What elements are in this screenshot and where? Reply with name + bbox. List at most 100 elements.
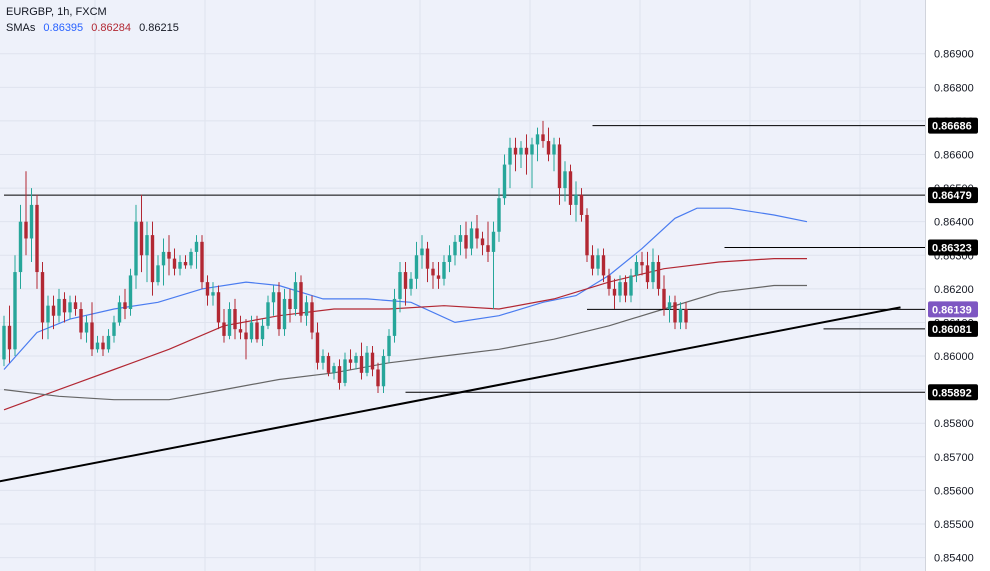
candle-body <box>161 251 166 266</box>
candle-body <box>458 235 463 242</box>
candle-body <box>376 369 380 387</box>
candle-body <box>117 302 122 323</box>
candle-body <box>90 322 94 350</box>
candle-body <box>260 325 265 340</box>
candle-body <box>200 241 204 283</box>
candle-body <box>343 359 347 383</box>
candle-body <box>678 309 683 323</box>
candle-body <box>211 292 215 296</box>
candle-body <box>51 305 56 316</box>
candle-body <box>321 356 325 363</box>
candle-body <box>271 292 276 303</box>
candle-body <box>145 235 149 256</box>
legend-sma-line: SMAs 0.86395 0.86284 0.86215 <box>6 20 184 36</box>
candle-body <box>95 342 100 350</box>
price-tick-label: 0.86000 <box>934 351 974 363</box>
price-label-text: 0.86081 <box>932 324 972 336</box>
candle-body <box>172 258 177 269</box>
price-label-text: 0.86686 <box>932 121 972 133</box>
candle-body <box>453 241 457 256</box>
candle-body <box>436 275 441 279</box>
candle-body <box>84 322 89 333</box>
price-label-text: 0.86323 <box>932 243 972 255</box>
symbol-name[interactable]: EURGBP <box>6 6 52 18</box>
candle-body <box>57 298 61 316</box>
candle-body <box>623 282 628 296</box>
ascending-trendline[interactable] <box>0 306 901 483</box>
price-tick-label: 0.85700 <box>934 452 974 464</box>
price-tick-label: 0.85800 <box>934 418 974 430</box>
candle-body <box>139 221 144 256</box>
candle-body <box>530 144 534 155</box>
candle-body <box>332 366 336 373</box>
candle-body <box>508 147 512 165</box>
candle-body <box>73 302 78 310</box>
candle-body <box>304 302 309 316</box>
candle-body <box>579 194 584 215</box>
candle-body <box>101 342 105 350</box>
sma-value-1: 0.86395 <box>43 22 84 34</box>
sma-label[interactable]: SMAs <box>6 22 36 34</box>
candle-body <box>7 325 12 350</box>
price-label-box <box>928 187 978 204</box>
candle-body <box>651 261 655 283</box>
candle-body <box>288 298 292 310</box>
candle-body <box>365 352 369 373</box>
data-source: FXCM <box>75 6 107 18</box>
candle-body <box>541 134 545 142</box>
interval[interactable]: 1h <box>57 6 70 18</box>
price-tick-label: 0.86200 <box>934 284 974 296</box>
price-label-box <box>928 117 978 134</box>
candle-body <box>502 164 507 199</box>
candle-body <box>656 261 661 289</box>
price-label-box <box>928 301 978 318</box>
candle-body <box>123 302 127 310</box>
candle-body <box>35 204 39 273</box>
candle-body <box>552 144 556 155</box>
candle-body <box>227 309 232 336</box>
candle-body <box>24 221 28 239</box>
candle-body <box>112 322 116 336</box>
legend-symbol-line: EURGBP, 1h, FXCM <box>6 6 107 18</box>
price-tick-label: 0.85400 <box>934 553 974 565</box>
price-tick-label: 0.86900 <box>934 49 974 61</box>
candle-body <box>513 147 518 155</box>
candle-body <box>381 356 386 387</box>
candle-body <box>293 282 298 310</box>
candle-body <box>629 275 633 296</box>
candle-body <box>442 261 446 279</box>
sma-line-sma-100 <box>3 258 807 411</box>
price-tick-label: 0.86400 <box>934 217 974 229</box>
candle-body <box>233 309 237 330</box>
sma-line-sma-200 <box>3 284 807 401</box>
price-label-text: 0.86479 <box>932 190 972 202</box>
candle-body <box>601 255 606 276</box>
candle-body <box>167 251 171 259</box>
candle-body <box>684 309 688 323</box>
candle-body <box>205 282 210 296</box>
candle-body <box>486 245 490 252</box>
trendline-group[interactable] <box>0 306 901 483</box>
price-labels: 0.86686 0.86479 0.86323 0.86139 0.86081 0.858… <box>928 117 978 401</box>
candle-body <box>673 302 677 323</box>
candle-body <box>596 255 600 269</box>
candle-body <box>134 221 138 276</box>
candle-body <box>282 298 287 330</box>
candle-body <box>337 366 342 383</box>
candle-body <box>13 272 17 350</box>
horizontal-levels[interactable] <box>4 125 925 393</box>
candle-body <box>194 241 199 252</box>
candle-body <box>403 272 408 289</box>
candle-body <box>156 265 160 283</box>
sma-value-2: 0.86284 <box>91 22 131 34</box>
candle-body <box>315 332 320 363</box>
candle-body <box>409 278 413 289</box>
candle-body <box>62 298 67 313</box>
sma-line-sma-50 <box>3 207 808 370</box>
candle-body <box>68 302 72 313</box>
candle-body <box>640 261 644 266</box>
candle-body <box>634 261 639 276</box>
candle-body <box>612 288 617 296</box>
